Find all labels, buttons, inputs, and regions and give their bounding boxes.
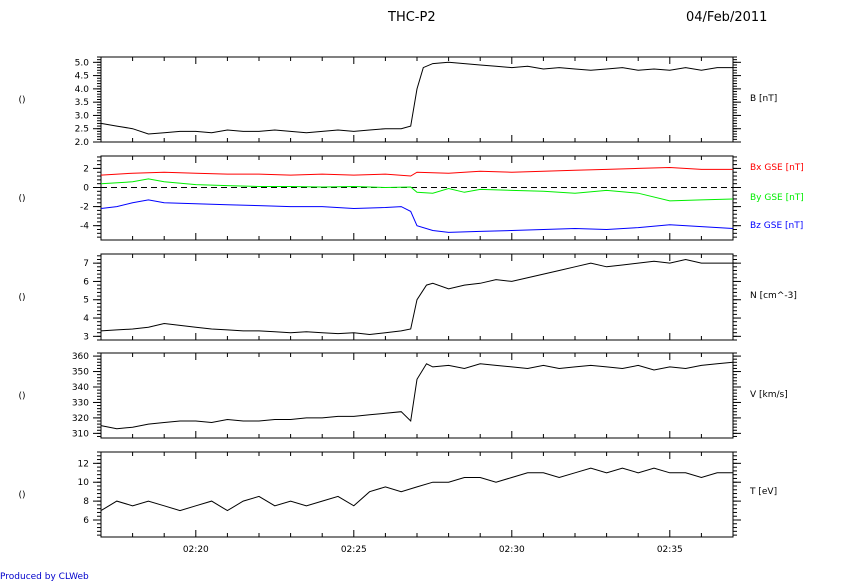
series-line-v-km-s- <box>100 361 734 430</box>
x-tick-label: 02:30 <box>499 545 525 555</box>
panel-unit-label: () <box>18 491 25 501</box>
panel-unit-label: () <box>18 96 25 106</box>
series-label: N [cm^-3] <box>750 291 797 301</box>
series-line-b-nt- <box>100 61 733 135</box>
y-tick-label: 10 <box>78 478 90 488</box>
panel-unit-label: () <box>18 293 25 303</box>
y-tick-label: 6 <box>83 277 89 287</box>
y-tick-label: 4.0 <box>75 85 90 95</box>
y-tick-label: 5 <box>83 296 89 306</box>
y-tick-label: 350 <box>72 368 89 378</box>
panel-1: 2.0 2.5 3.0 3.5 4.0 4.5 5.0 () B [nT] <box>18 56 777 148</box>
y-tick-label: 360 <box>72 352 89 362</box>
series-label: B [nT] <box>750 94 777 104</box>
series-line-bz-gse-nt- <box>100 199 734 233</box>
y-tick-label: 2 <box>83 164 89 174</box>
panel-3: 3 4 5 6 7 () N [cm^-3] <box>18 253 797 342</box>
y-tick-label: -4 <box>80 222 89 232</box>
y-tick-label: 2.0 <box>75 138 90 148</box>
series-label: V [km/s] <box>750 390 788 400</box>
y-tick-label: 330 <box>72 398 89 408</box>
series-label: Bz GSE [nT] <box>750 221 803 231</box>
y-tick-label: 340 <box>72 383 89 393</box>
y-tick-label: 8 <box>83 497 89 507</box>
y-tick-label: 4 <box>83 314 89 324</box>
panel-5: 6 8 10 12 () T [eV] <box>18 451 777 538</box>
y-tick-label: 0 <box>83 184 89 194</box>
x-tick-label: 02:35 <box>657 545 683 555</box>
panel-frame <box>100 451 734 538</box>
panel-frame <box>100 56 734 143</box>
y-tick-label: 3.0 <box>75 111 90 121</box>
x-tick-label: 02:25 <box>341 545 367 555</box>
y-tick-label: 3.5 <box>75 98 89 108</box>
series-label: By GSE [nT] <box>750 193 804 203</box>
series-label: T [eV] <box>749 487 777 497</box>
y-tick-label: 5.0 <box>75 58 90 68</box>
y-tick-label: 2.5 <box>75 125 89 135</box>
y-tick-label: 4.5 <box>75 72 89 82</box>
series-line-n-cm-3- <box>100 258 733 336</box>
footer-credit: Produced by CLWeb <box>0 572 89 582</box>
y-tick-label: 12 <box>78 459 89 469</box>
y-tick-label: 310 <box>72 429 89 439</box>
x-tick-label: 02:20 <box>183 545 209 555</box>
y-tick-label: 7 <box>83 259 89 269</box>
chart-date: 04/Feb/2011 <box>686 10 768 25</box>
series-line-bx-gse-nt- <box>100 166 733 177</box>
panel-unit-label: () <box>18 392 25 402</box>
y-tick-label: 320 <box>72 414 89 424</box>
panel-4: 310 320 330 340 350 360 () V [km/s] <box>18 352 787 439</box>
panel-unit-label: () <box>18 194 25 204</box>
series-label: Bx GSE [nT] <box>750 163 804 173</box>
y-tick-label: 6 <box>83 516 89 526</box>
y-tick-label: -2 <box>80 203 89 213</box>
y-tick-label: 3 <box>83 332 89 342</box>
series-line-t-ev- <box>100 467 733 512</box>
panel-2: -4 -2 0 2 () Bx GSE [nT] By GSE [nT] Bz GSE [nT… <box>18 155 804 241</box>
series-line-by-gse-nt- <box>100 178 734 202</box>
chart-title: THC-P2 <box>388 10 436 25</box>
